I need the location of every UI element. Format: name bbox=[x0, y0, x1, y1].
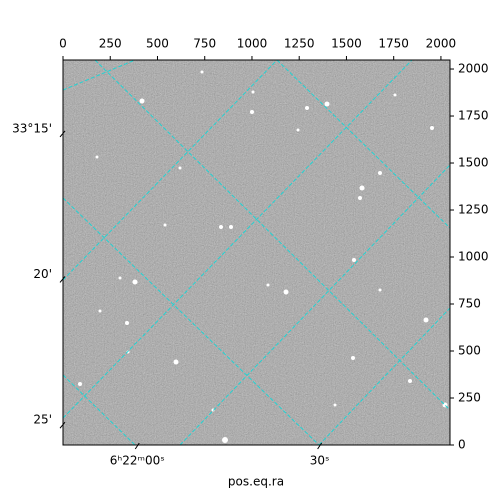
x-tick-label: 0 bbox=[59, 37, 67, 51]
wcs-y-tick-label: 33°15' bbox=[12, 121, 52, 135]
x-tick-label: 1500 bbox=[331, 37, 362, 51]
y-tick-label: 750 bbox=[458, 297, 481, 311]
x-tick-label: 2000 bbox=[426, 37, 457, 51]
wcs-x-tick-label: 6ʰ22ᵐ00ˢ bbox=[110, 454, 165, 468]
wcs-x-tick bbox=[317, 442, 323, 450]
x-tick-label: 750 bbox=[193, 37, 216, 51]
x-tick-label: 1250 bbox=[284, 37, 315, 51]
frame bbox=[62, 59, 451, 446]
wcs-grid bbox=[63, 60, 450, 445]
stars bbox=[78, 70, 448, 443]
wcs-y-tick bbox=[59, 130, 66, 138]
y-tick-label: 500 bbox=[458, 344, 481, 358]
wcs-y-tick-label: 20' bbox=[33, 267, 52, 281]
wcs-y-tick-label: 25' bbox=[33, 413, 52, 427]
y-tick-label: 2000 bbox=[458, 62, 489, 76]
x-tick-label: 500 bbox=[146, 37, 169, 51]
wcs-y-tick bbox=[59, 421, 66, 429]
sky-noise bbox=[63, 60, 450, 445]
wcs-y-tick bbox=[59, 276, 66, 283]
wcs-x-tick-label: 30ˢ bbox=[310, 454, 330, 468]
x-tick-label: 250 bbox=[99, 37, 122, 51]
y-tick-label: 250 bbox=[458, 391, 481, 405]
wcs-x-tick bbox=[134, 442, 140, 450]
y-tick-label: 1250 bbox=[458, 203, 489, 217]
x-tick-label: 1750 bbox=[378, 37, 409, 51]
y-tick-label: 1750 bbox=[458, 109, 489, 123]
x-axis-label: pos.eq.ra bbox=[228, 475, 284, 489]
y-tick-label: 1000 bbox=[458, 250, 489, 264]
y-tick-label: 0 bbox=[458, 438, 466, 452]
y-tick-label: 1500 bbox=[458, 156, 489, 170]
x-tick-label: 1000 bbox=[237, 37, 268, 51]
